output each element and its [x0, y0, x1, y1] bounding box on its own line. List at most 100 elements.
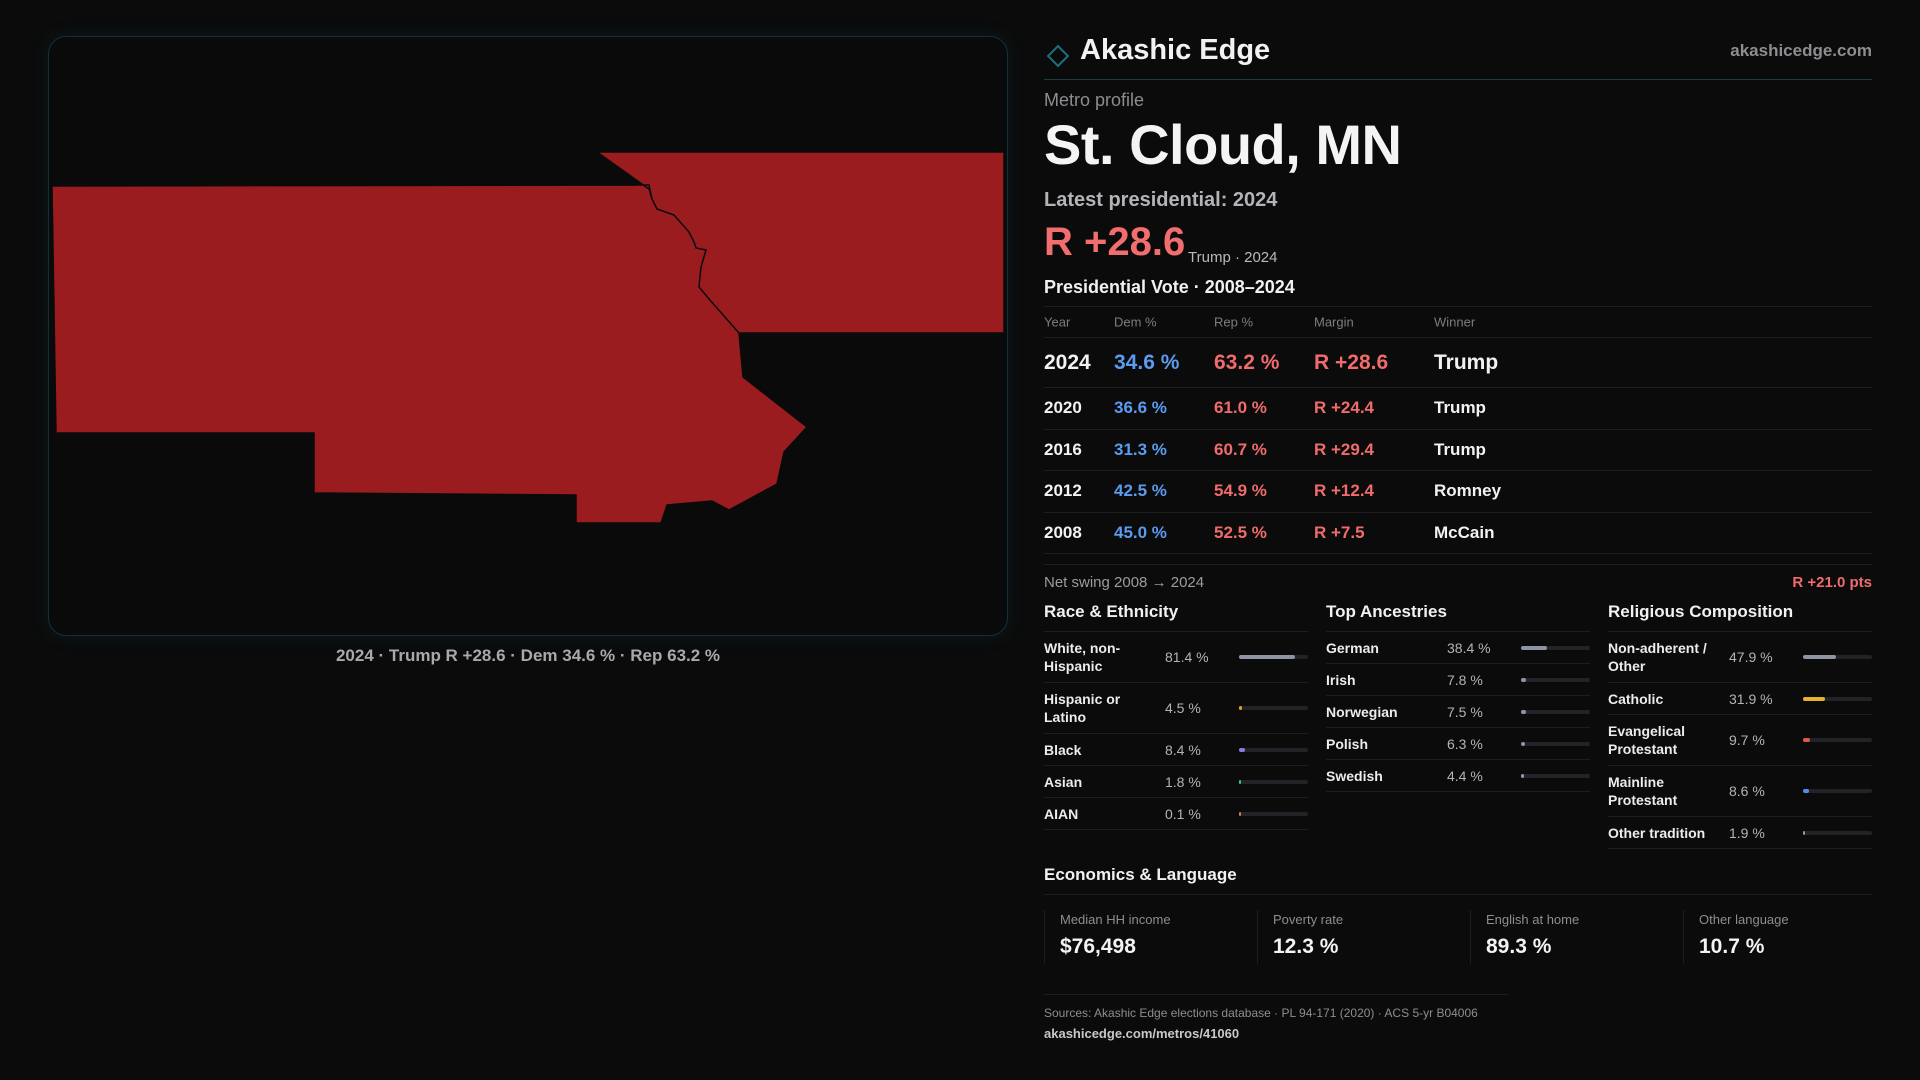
item-value: 7.5 %: [1447, 703, 1483, 720]
net-swing-value: R +21.0 pts: [1792, 574, 1872, 591]
religious-composition-block: Religious Composition Non-adherent / Oth…: [1608, 598, 1872, 849]
share-bar-fill: [1521, 773, 1524, 778]
item-value: 0.1 %: [1165, 805, 1201, 822]
list-item: Swedish 4.4 %: [1326, 760, 1590, 792]
share-bar-track: [1239, 779, 1308, 784]
stat-label: Poverty rate: [1273, 912, 1344, 927]
item-value: 47.9 %: [1729, 649, 1773, 665]
col-header-year[interactable]: Year: [1044, 314, 1071, 330]
county-shape-metro[interactable]: [51, 151, 1005, 524]
item-label: Non-adherent / Other: [1608, 640, 1707, 674]
stat-english-at-home: English at home 89.3 %: [1470, 910, 1683, 964]
list-item: Norwegian 7.5 %: [1326, 696, 1590, 728]
share-bar-track: [1803, 738, 1872, 742]
share-bar-track: [1803, 696, 1872, 701]
share-bar-fill: [1239, 811, 1241, 816]
cell-rep: 63.2 %: [1214, 350, 1280, 374]
stat-label: English at home: [1486, 912, 1580, 927]
col-header-rep[interactable]: Rep %: [1214, 314, 1254, 330]
share-bar-fill: [1803, 696, 1825, 701]
metro-map[interactable]: [48, 36, 1008, 636]
item-label: Irish: [1326, 671, 1356, 688]
list-item: Mainline Protestant 8.6 %: [1608, 766, 1872, 817]
share-bar-fill: [1803, 830, 1805, 835]
col-header-winner[interactable]: Winner: [1434, 314, 1476, 330]
share-bar-track: [1521, 645, 1590, 650]
brand-url-link[interactable]: akashicedge.com: [1730, 41, 1872, 60]
item-label: AIAN: [1044, 805, 1079, 822]
table-row[interactable]: 2016 31.3 % 60.7 % R +29.4 Trump: [1044, 430, 1872, 471]
sources-note: Sources: Akashic Edge elections database…: [1044, 1006, 1478, 1020]
cell-margin: R +12.4: [1314, 481, 1375, 501]
item-value: 6.3 %: [1447, 735, 1483, 752]
metro-profile-panel: Akashic Edge akashicedge.com Metro profi…: [1044, 0, 1872, 1080]
share-bar-fill: [1239, 655, 1295, 659]
stat-value: 89.3 %: [1486, 935, 1552, 958]
cell-winner: Romney: [1434, 481, 1502, 501]
share-bar-track: [1521, 741, 1590, 746]
cell-dem: 31.3 %: [1114, 439, 1167, 459]
list-item: Catholic 31.9 %: [1608, 683, 1872, 715]
item-value: 8.4 %: [1165, 741, 1201, 758]
share-bar-fill: [1239, 747, 1245, 752]
col-header-dem[interactable]: Dem %: [1114, 314, 1157, 330]
table-row[interactable]: 2008 45.0 % 52.5 % R +7.5 McCain: [1044, 513, 1872, 554]
share-bar-track: [1521, 773, 1590, 778]
stat-other-language: Other language 10.7 %: [1683, 910, 1872, 964]
cell-winner: Trump: [1434, 398, 1486, 418]
share-bar-fill: [1521, 741, 1525, 746]
list-item: Evangelical Protestant 9.7 %: [1608, 715, 1872, 766]
item-value: 7.8 %: [1447, 671, 1483, 688]
share-bar-track: [1239, 811, 1308, 816]
col-header-margin[interactable]: Margin: [1314, 314, 1354, 330]
table-row[interactable]: 2024 34.6 % 63.2 % R +28.6 Trump: [1044, 338, 1872, 388]
table-row[interactable]: 2012 42.5 % 54.9 % R +12.4 Romney: [1044, 471, 1872, 513]
cell-year: 2008: [1044, 522, 1082, 542]
cell-year: 2012: [1044, 481, 1082, 501]
top-ancestries-block: Top Ancestries German 38.4 % Irish 7.8 % Nor…: [1326, 598, 1590, 792]
stat-median-income: Median HH income $76,498: [1044, 910, 1257, 964]
county-map-svg: [51, 151, 1005, 524]
item-value: 81.4 %: [1165, 649, 1209, 665]
brand-name[interactable]: Akashic Edge: [1080, 34, 1271, 66]
stat-label: Median HH income: [1060, 912, 1171, 927]
share-bar-fill: [1521, 677, 1526, 682]
item-label: Asian: [1044, 773, 1083, 790]
share-bar-fill: [1521, 709, 1526, 714]
list-item: White, non-Hispanic 81.4 %: [1044, 632, 1308, 683]
item-label: German: [1326, 639, 1379, 656]
cell-winner: Trump: [1434, 439, 1486, 459]
cell-rep: 61.0 %: [1214, 398, 1267, 418]
item-label: Black: [1044, 741, 1082, 758]
list-item: Non-adherent / Other 47.9 %: [1608, 632, 1872, 683]
share-bar-track: [1803, 655, 1872, 659]
latest-margin-caption: Trump · 2024: [1188, 249, 1278, 266]
share-bar-track: [1803, 789, 1872, 793]
cell-year: 2024: [1044, 350, 1091, 374]
item-label: Catholic: [1608, 690, 1664, 707]
page-eyebrow: Metro profile: [1044, 90, 1145, 110]
list-item: Asian 1.8 %: [1044, 766, 1308, 798]
brand-header: Akashic Edge akashicedge.com: [1044, 30, 1872, 80]
stat-poverty-rate: Poverty rate 12.3 %: [1257, 910, 1470, 964]
map-caption: 2024 · Trump R +28.6 · Dem 34.6 % · Rep …: [335, 646, 721, 665]
item-label: Other tradition: [1608, 824, 1706, 841]
presidential-vote-table: Year Dem % Rep % Margin Winner 2024 34.6…: [1044, 306, 1872, 554]
cell-winner: Trump: [1434, 350, 1499, 374]
economics-stats: Median HH income $76,498 Poverty rate 12…: [1044, 910, 1872, 964]
item-value: 4.4 %: [1447, 767, 1483, 784]
net-swing-row: Net swing 2008 → 2024 R +21.0 pts: [1044, 564, 1872, 598]
item-label: White, non-Hispanic: [1044, 640, 1121, 674]
list-item: Hispanic or Latino 4.5 %: [1044, 683, 1308, 734]
source-url-link[interactable]: akashicedge.com/metros/41060: [1044, 1026, 1240, 1041]
share-bar-fill: [1239, 706, 1242, 710]
share-bar-track: [1521, 677, 1590, 682]
stat-label: Other language: [1699, 912, 1789, 927]
cell-margin: R +29.4: [1314, 439, 1375, 459]
item-value: 8.6 %: [1729, 783, 1765, 799]
share-bar-fill: [1521, 645, 1547, 650]
table-row[interactable]: 2020 36.6 % 61.0 % R +24.4 Trump: [1044, 388, 1872, 430]
item-value: 1.8 %: [1165, 773, 1201, 790]
item-value: 4.5 %: [1165, 700, 1201, 716]
item-label: Mainline Protestant: [1608, 774, 1678, 808]
